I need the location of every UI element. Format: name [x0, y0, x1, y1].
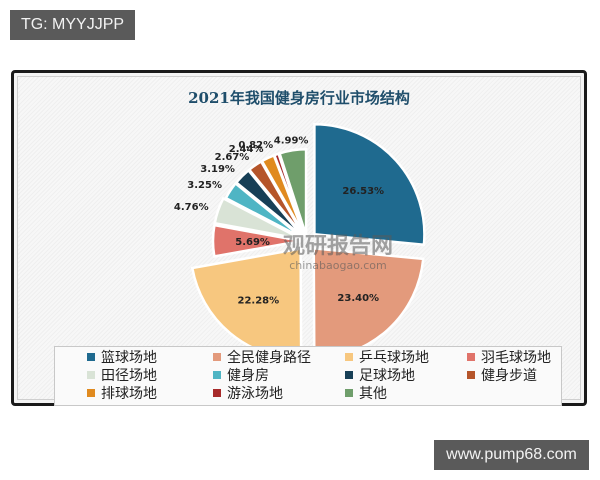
slice-label: 2.44%: [229, 144, 264, 155]
pie-chart: 26.53%23.40%22.28%5.69%4.76%3.25%3.19%2.…: [174, 123, 426, 360]
legend-label: 其他: [359, 386, 387, 402]
legend-label: 田径场地: [101, 368, 157, 384]
slice-label: 4.76%: [174, 202, 209, 213]
slice-label: 26.53%: [342, 186, 384, 197]
legend-item: 田径场地: [87, 367, 157, 385]
legend-label: 篮球场地: [101, 350, 157, 366]
legend-swatch-icon: [213, 371, 221, 379]
legend-label: 羽毛球场地: [481, 350, 551, 366]
slice-label: 0.82%: [238, 140, 273, 151]
legend-item: 健身房: [213, 367, 269, 385]
legend-swatch-icon: [87, 389, 95, 397]
slice-label: 3.19%: [200, 164, 235, 175]
slice-label: 3.25%: [187, 180, 222, 191]
legend-swatch-icon: [345, 389, 353, 397]
legend-item: 乒乓球场地: [345, 349, 429, 367]
pie-slice: [211, 223, 302, 258]
pie-slice: [313, 123, 426, 247]
legend-item: 排球场地: [87, 385, 157, 403]
legend-label: 游泳场地: [227, 386, 283, 402]
legend-swatch-icon: [345, 353, 353, 361]
chart-area: 2021年我国健身房行业市场结构 26.53% 23.40% 22.28% 5.69%…: [17, 76, 581, 406]
legend-item: 篮球场地: [87, 349, 157, 367]
pie-slice: [278, 148, 308, 236]
legend-item: 其他: [345, 385, 387, 403]
legend-swatch-icon: [345, 371, 353, 379]
legend-swatch-icon: [87, 353, 95, 361]
pie-slice: [213, 196, 302, 241]
slice-label: 22.28%: [238, 295, 280, 306]
legend-label: 排球场地: [101, 386, 157, 402]
watermark-en: chinabaogao.com: [289, 259, 387, 272]
legend-item: 游泳场地: [213, 385, 283, 403]
slice-label: 4.99%: [274, 135, 309, 146]
legend-item: 羽毛球场地: [467, 349, 551, 367]
chart-title: 2021年我国健身房行业市场结构: [188, 89, 410, 107]
legend-swatch-icon: [213, 353, 221, 361]
legend-label: 健身步道: [481, 368, 537, 384]
legend-swatch-icon: [87, 371, 95, 379]
legend-label: 全民健身路径: [227, 350, 311, 366]
slice-label: 2.67%: [215, 152, 250, 163]
slice-label: 23.40%: [337, 293, 379, 304]
legend-item: 全民健身路径: [213, 349, 311, 367]
legend-swatch-icon: [467, 353, 475, 361]
watermark-cn: 观研报告网: [283, 234, 393, 259]
chart-legend: 篮球场地 全民健身路径 乒乓球场地 羽毛球场地田径场地 健身房 足球场地 健身步道排球场地 游…: [54, 346, 562, 406]
chart-frame: 2021年我国健身房行业市场结构 26.53% 23.40% 22.28% 5.69%…: [11, 70, 587, 406]
legend-swatch-icon: [467, 371, 475, 379]
slice-label: 5.69%: [235, 237, 270, 248]
legend-label: 健身房: [227, 368, 269, 384]
legend-item: 健身步道: [467, 367, 537, 385]
tg-badge: TG: MYYJJPP: [10, 10, 135, 40]
legend-swatch-icon: [213, 389, 221, 397]
url-badge: www.pump68.com: [434, 440, 589, 470]
legend-item: 足球场地: [345, 367, 415, 385]
legend-label: 乒乓球场地: [359, 350, 429, 366]
legend-label: 足球场地: [359, 368, 415, 384]
